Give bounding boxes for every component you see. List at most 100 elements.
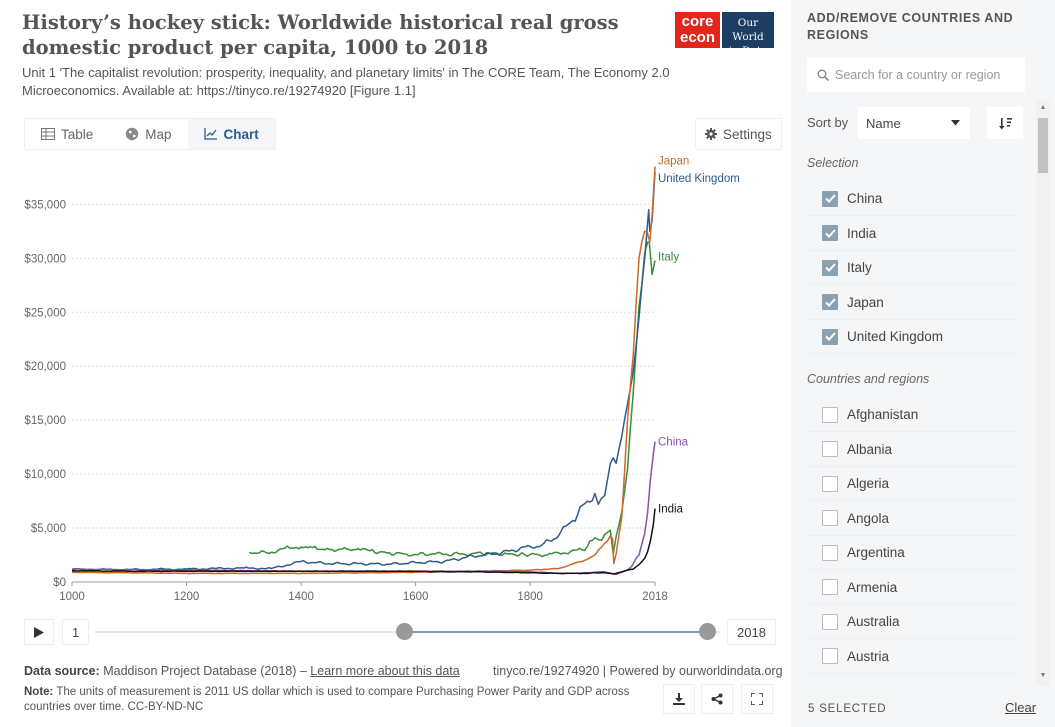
data-source: Data source: Maddison Project Database (… [24, 664, 460, 678]
play-button[interactable] [24, 619, 54, 645]
checkbox-unchecked[interactable] [822, 648, 838, 664]
share-button[interactable] [701, 684, 733, 714]
region-item-armenia[interactable]: Armenia [807, 570, 1017, 605]
fullscreen-icon [751, 693, 763, 705]
checkbox-unchecked[interactable] [822, 475, 838, 492]
checkbox-unchecked[interactable] [822, 613, 838, 630]
region-item-argentina[interactable]: Argentina [807, 536, 1017, 570]
checkbox-unchecked[interactable] [822, 579, 838, 595]
region-item-australia[interactable]: Australia [807, 605, 1017, 639]
tab-chart[interactable]: Chart [187, 119, 275, 149]
download-icon [673, 693, 685, 705]
scroll-down-arrow[interactable]: ▼ [1039, 672, 1047, 679]
series-label-italy: Italy [658, 251, 679, 263]
share-icon [711, 693, 723, 705]
selected-item-china[interactable]: China [807, 182, 1017, 216]
search-icon [817, 69, 829, 81]
y-tick-label: $20,000 [24, 361, 66, 373]
caret-down-icon [951, 120, 960, 126]
selected-item-italy[interactable]: Italy [807, 251, 1017, 285]
data-source-text: Maddison Project Database (2018) – [103, 664, 307, 678]
sort-select[interactable]: Name [858, 107, 970, 139]
download-button[interactable] [663, 684, 695, 714]
sort-direction-button[interactable] [987, 107, 1023, 139]
country-search-input[interactable]: Search for a country or region [807, 58, 1025, 92]
y-tick-label: $5,000 [31, 523, 66, 535]
checkbox-checked[interactable] [822, 328, 838, 345]
core-logo-line2: econ [679, 29, 715, 46]
checkmark-icon [824, 332, 836, 341]
list-item-label: Albania [847, 441, 893, 457]
learn-more-link[interactable]: Learn more about this data [310, 664, 460, 678]
owid-logo[interactable]: Our World in Data [722, 12, 774, 57]
y-tick-label: $15,000 [24, 415, 66, 427]
footer-url[interactable]: tinyco.re/19274920 | Powered by ourworld… [493, 664, 783, 678]
y-tick-label: $30,000 [24, 253, 66, 265]
selected-item-united-kingdom[interactable]: United Kingdom [807, 320, 1017, 354]
checkbox-checked[interactable] [822, 225, 838, 241]
chart-title: History’s hockey stick: Worldwide histor… [22, 11, 619, 59]
checkmark-icon [824, 194, 836, 203]
list-item-label: Armenia [847, 579, 898, 595]
checkbox-checked[interactable] [822, 190, 838, 207]
tab-map[interactable]: Map [109, 119, 187, 149]
checkbox-unchecked[interactable] [822, 441, 838, 457]
timeline-end-year: 2018 [727, 619, 776, 645]
timeline-end-handle[interactable] [699, 623, 716, 640]
region-item-austria[interactable]: Austria [807, 639, 1017, 674]
sidebar-scrollbar[interactable] [1036, 100, 1050, 685]
view-tabs: Table Map Chart [24, 118, 276, 150]
list-item-label: United Kingdom [847, 329, 944, 344]
x-tick-label: 1200 [174, 591, 200, 603]
chart-subtitle: Unit 1 'The capitalist revolution: prosp… [22, 65, 670, 98]
y-tick-label: $0 [53, 577, 66, 589]
list-item-label: Afghanistan [847, 407, 919, 422]
list-item-label: India [847, 225, 877, 241]
fullscreen-button[interactable] [741, 684, 773, 714]
chart-panel: History’s hockey stick: Worldwide histor… [22, 11, 783, 715]
list-item-label: Angola [847, 510, 890, 526]
checkbox-unchecked[interactable] [822, 510, 838, 526]
note-prefix: Note: [24, 686, 54, 698]
selection-label: Selection [807, 156, 859, 170]
list-item-label: Austria [847, 648, 890, 664]
y-tick-label: $10,000 [24, 469, 66, 481]
y-tick-label: $25,000 [24, 307, 66, 319]
footer-note: Note: The units of measurement is 2011 U… [24, 685, 634, 715]
data-source-prefix: Data source: [24, 664, 100, 678]
sidebar-heading: ADD/REMOVE COUNTRIES AND REGIONS [807, 11, 1014, 42]
series-label-japan: Japan [658, 156, 689, 168]
checkmark-icon [824, 263, 836, 272]
settings-button[interactable]: Settings [695, 118, 782, 150]
selected-item-india[interactable]: India [807, 216, 1017, 251]
region-item-angola[interactable]: Angola [807, 501, 1017, 536]
timeline-start-handle[interactable] [396, 623, 413, 640]
region-item-afghanistan[interactable]: Afghanistan [807, 398, 1017, 432]
line-chart-icon [203, 128, 217, 140]
checkbox-checked[interactable] [822, 259, 838, 276]
list-item-label: Italy [847, 260, 872, 275]
core-logo-line1: core [681, 13, 714, 30]
tab-table[interactable]: Table [25, 119, 109, 149]
checkbox-unchecked[interactable] [822, 544, 838, 561]
line-chart: $0 $5,000 $10,000 $15,000 $20,000 $25,000 $30,… [24, 156, 739, 603]
series-line-italy [249, 241, 656, 558]
scrollbar-thumb[interactable] [1038, 118, 1048, 173]
scroll-up-arrow[interactable]: ▲ [1039, 104, 1047, 111]
checkmark-icon [824, 228, 836, 238]
region-item-albania[interactable]: Albania [807, 432, 1017, 467]
play-icon [34, 626, 44, 638]
checkbox-unchecked[interactable] [822, 406, 838, 423]
y-tick-label: $35,000 [24, 199, 66, 211]
gear-icon [705, 128, 717, 140]
selected-item-japan[interactable]: Japan [807, 285, 1017, 320]
sort-value: Name [866, 115, 901, 131]
series-label-india: India [658, 504, 684, 516]
list-item-label: China [847, 191, 883, 206]
checkbox-checked[interactable] [822, 294, 838, 310]
core-econ-logo[interactable]: core econ [675, 12, 720, 48]
x-tick-label: 1600 [403, 591, 429, 603]
note-text: The units of measurement is 2011 US doll… [24, 686, 630, 713]
region-item-algeria[interactable]: Algeria [807, 467, 1017, 501]
clear-button[interactable]: Clear [1005, 700, 1037, 715]
